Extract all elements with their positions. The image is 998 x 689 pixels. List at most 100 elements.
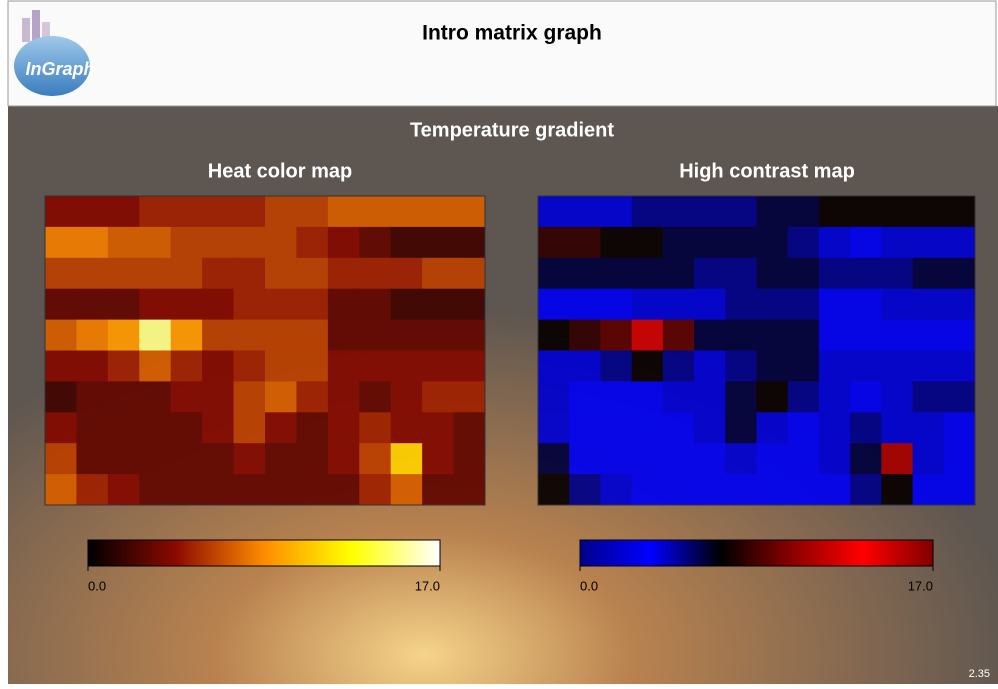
- heat-cell: [45, 226, 77, 259]
- heat-cell: [233, 196, 266, 228]
- heat-cell: [850, 196, 882, 228]
- heat-cell: [818, 350, 851, 382]
- heat-cell: [139, 196, 172, 228]
- heat-cell: [390, 474, 423, 506]
- heat-cell: [818, 381, 851, 413]
- heat-cell: [422, 257, 455, 290]
- heat-cell: [265, 350, 297, 382]
- heat-cell: [390, 288, 423, 321]
- heat-cell: [538, 350, 570, 382]
- version: 2.35: [969, 668, 990, 680]
- heat-cell: [912, 226, 945, 259]
- heat-cell: [296, 412, 329, 444]
- colorbar-tick-label: 0.0: [580, 578, 598, 593]
- heat-cell: [569, 443, 601, 475]
- heat-cell: [107, 257, 140, 290]
- heat-cell: [233, 257, 266, 290]
- chart-title: High contrast map: [679, 160, 855, 182]
- heat-cell: [725, 319, 757, 351]
- heat-cell: [202, 226, 235, 259]
- heat-cell: [390, 319, 423, 351]
- heat-cell: [453, 257, 486, 290]
- heat-cell: [787, 257, 820, 290]
- heat-cell: [943, 381, 976, 413]
- heat-cell: [453, 196, 486, 228]
- heat-cell: [569, 257, 601, 290]
- heat-cell: [359, 196, 392, 228]
- heat-cell: [725, 474, 757, 506]
- heat-cell: [233, 474, 266, 506]
- heat-cell: [694, 226, 726, 259]
- colorbar: [579, 539, 934, 567]
- heat-cell: [881, 350, 914, 382]
- heat-cell: [359, 381, 392, 413]
- page-title: Intro matrix graph: [422, 22, 602, 45]
- heat-cell: [45, 350, 77, 382]
- heat-cell: [538, 443, 570, 475]
- heat-cell: [202, 257, 235, 290]
- heat-cell: [850, 226, 882, 259]
- heat-cell: [170, 474, 203, 506]
- heat-cell: [787, 350, 820, 382]
- heat-cell: [538, 257, 570, 290]
- heat-cell: [265, 257, 297, 290]
- heat-cell: [943, 412, 976, 444]
- heat-cell: [45, 319, 77, 351]
- heatmap: [538, 196, 976, 506]
- heat-cell: [756, 257, 789, 290]
- heat-cell: [569, 319, 601, 351]
- heat-cell: [725, 257, 757, 290]
- heat-cell: [943, 196, 976, 228]
- heat-cell: [787, 381, 820, 413]
- heat-cell: [202, 288, 235, 321]
- heat-cell: [265, 288, 297, 321]
- heat-cell: [600, 288, 633, 321]
- heat-cell: [538, 288, 570, 321]
- heat-cell: [787, 226, 820, 259]
- heat-cell: [139, 381, 172, 413]
- heat-cell: [359, 350, 392, 382]
- logo-text: InGraph: [25, 59, 94, 79]
- heat-cell: [756, 196, 789, 228]
- heat-cell: [881, 381, 914, 413]
- heat-cell: [631, 381, 664, 413]
- heat-cell: [943, 443, 976, 475]
- heat-cell: [202, 412, 235, 444]
- heat-cell: [359, 226, 392, 259]
- heat-cell: [170, 257, 203, 290]
- heat-cell: [694, 443, 726, 475]
- heat-cell: [725, 288, 757, 321]
- heat-cell: [233, 350, 266, 382]
- heat-cell: [569, 412, 601, 444]
- heat-cell: [139, 319, 172, 351]
- heat-cell: [265, 319, 297, 351]
- heat-cell: [694, 381, 726, 413]
- heat-cell: [390, 196, 423, 228]
- heat-cell: [296, 288, 329, 321]
- heat-cell: [45, 443, 77, 475]
- heat-cell: [600, 381, 633, 413]
- heat-cell: [265, 412, 297, 444]
- heat-cell: [569, 196, 601, 228]
- logo: InGraph: [14, 10, 95, 96]
- heat-cell: [327, 196, 360, 228]
- heat-cell: [359, 443, 392, 475]
- heat-cell: [756, 350, 789, 382]
- heat-cell: [233, 288, 266, 321]
- heat-cell: [569, 288, 601, 321]
- heat-cell: [756, 381, 789, 413]
- heat-cell: [912, 474, 945, 506]
- heat-cell: [662, 257, 695, 290]
- heat-cell: [390, 350, 423, 382]
- heat-cell: [881, 226, 914, 259]
- heat-cell: [76, 474, 109, 506]
- heat-cell: [694, 257, 726, 290]
- heat-cell: [725, 350, 757, 382]
- heat-cell: [359, 288, 392, 321]
- heat-cell: [881, 412, 914, 444]
- heat-cell: [327, 474, 360, 506]
- heat-cell: [787, 412, 820, 444]
- heat-cell: [170, 319, 203, 351]
- heatmap: [45, 196, 486, 506]
- heat-cell: [538, 196, 570, 228]
